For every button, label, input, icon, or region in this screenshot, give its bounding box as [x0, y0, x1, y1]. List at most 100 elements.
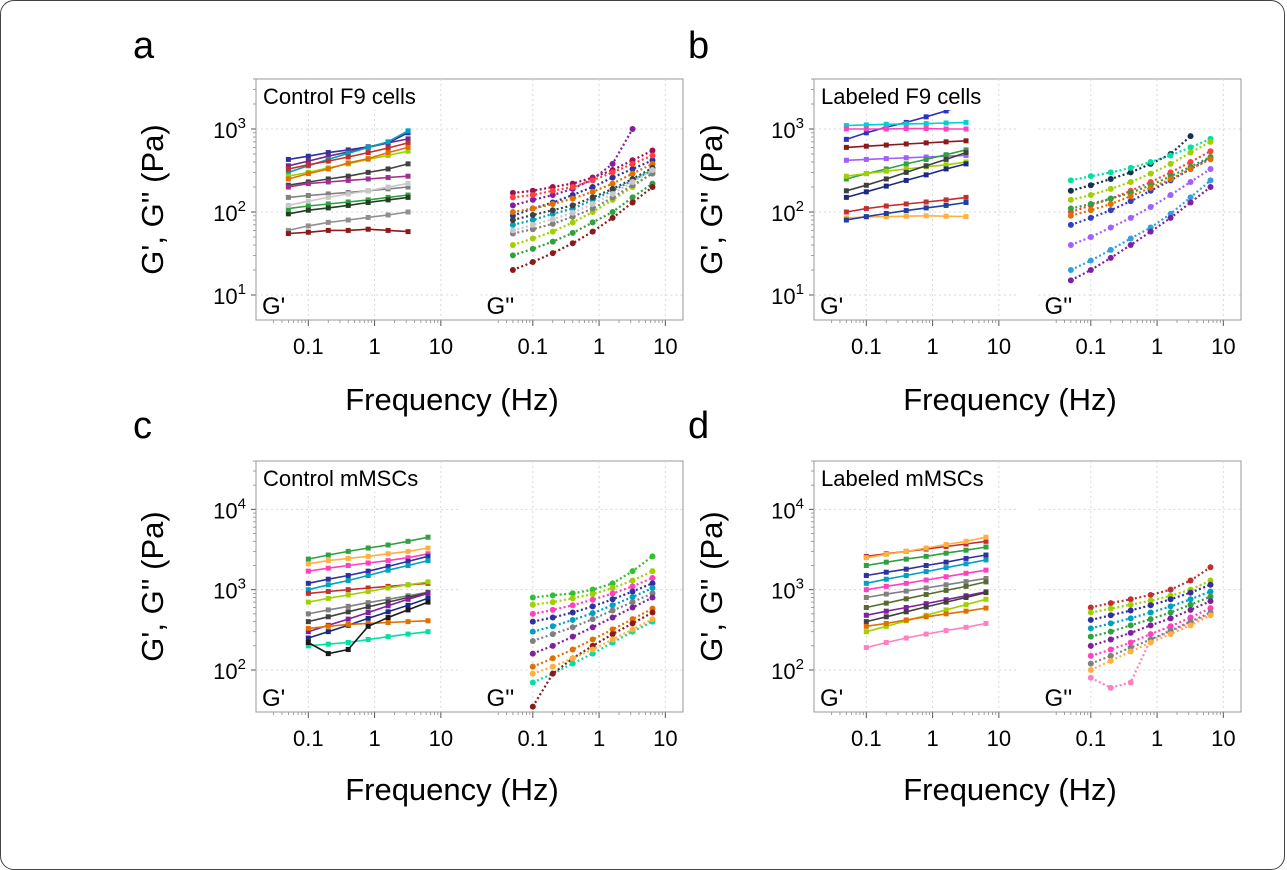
storage-data-point [864, 144, 869, 149]
storage-data-point [944, 611, 949, 616]
x-tick-label: 10 [429, 726, 453, 751]
storage-data-point [406, 145, 411, 150]
storage-data-point [346, 556, 351, 561]
storage-data-point [864, 613, 869, 618]
loss-data-point [610, 596, 616, 602]
storage-data-point [864, 563, 869, 568]
loss-data-point [1108, 612, 1114, 618]
loss-data-point [570, 240, 576, 246]
y-axis-label: G', G'' (Pa) [135, 124, 170, 274]
loss-data-point [530, 619, 536, 625]
storage-data-point [964, 150, 969, 155]
loss-data-point [1088, 617, 1094, 623]
loss-data-point [610, 181, 616, 187]
loss-data-point [630, 171, 636, 177]
storage-data-point [844, 195, 849, 200]
storage-data-point [286, 203, 291, 208]
storage-data-point [884, 577, 889, 582]
storage-data-point [386, 558, 391, 563]
storage-data-point [924, 585, 929, 590]
loss-data-point [1148, 204, 1154, 210]
loss-data-point [530, 192, 536, 198]
loss-data-point [570, 230, 576, 236]
loss-data-point [1108, 207, 1114, 213]
loss-data-point [510, 227, 516, 233]
storage-data-point [306, 561, 311, 566]
storage-data-point [386, 603, 391, 608]
loss-data-point [550, 216, 556, 222]
loss-data-point [1128, 608, 1134, 614]
storage-data-point [366, 589, 371, 594]
storage-data-point [983, 535, 988, 540]
storage-data-point [924, 205, 929, 210]
storage-data-point [406, 209, 411, 214]
storage-data-point [366, 215, 371, 220]
panel-letter: b [688, 25, 709, 67]
storage-data-point [864, 629, 869, 634]
storage-data-point [306, 581, 311, 586]
storage-data-point [366, 637, 371, 642]
storage-data-point [366, 554, 371, 559]
loss-data-point [1128, 602, 1134, 608]
loss-data-point [1128, 179, 1134, 185]
loss-data-point [1108, 201, 1114, 207]
loss-data-point [610, 209, 616, 215]
storage-corner-label: G' [262, 685, 285, 712]
storage-data-point [406, 181, 411, 186]
loss-data-point [1068, 277, 1074, 283]
storage-data-point [964, 595, 969, 600]
storage-corner-label: G' [820, 685, 843, 712]
storage-data-point [366, 604, 371, 609]
storage-data-point [864, 126, 869, 131]
storage-data-point [844, 126, 849, 131]
loss-data-point [570, 602, 576, 608]
loss-data-point [1088, 267, 1094, 273]
storage-data-point [944, 560, 949, 565]
storage-data-point [924, 114, 929, 119]
storage-data-point [386, 175, 391, 180]
storage-data-point [286, 185, 291, 190]
loss-data-point [1088, 201, 1094, 207]
loss-data-point [530, 651, 536, 657]
storage-data-point [326, 607, 331, 612]
storage-data-point [884, 614, 889, 619]
storage-data-point [924, 569, 929, 574]
loss-data-point [1128, 639, 1134, 645]
loss-data-point [530, 602, 536, 608]
loss-data-point [550, 615, 556, 621]
storage-data-point [386, 139, 391, 144]
loss-data-point [530, 235, 536, 241]
storage-data-point [924, 213, 929, 218]
loss-data-point [610, 191, 616, 197]
loss-data-point [510, 194, 516, 200]
storage-data-point [944, 121, 949, 126]
storage-data-point [964, 579, 969, 584]
storage-data-point [346, 160, 351, 165]
loss-data-point [1068, 206, 1074, 212]
storage-data-point [884, 640, 889, 645]
loss-data-point [1068, 177, 1074, 183]
storage-data-point [884, 570, 889, 575]
storage-data-point [864, 573, 869, 578]
x-tick-label: 0.1 [518, 726, 549, 751]
storage-data-point [326, 614, 331, 619]
storage-data-point [944, 600, 949, 605]
storage-data-point [326, 558, 331, 563]
loss-data-point [1108, 658, 1114, 664]
storage-data-point [326, 179, 331, 184]
storage-data-point [884, 560, 889, 565]
storage-data-point [944, 152, 949, 157]
storage-data-point [964, 214, 969, 219]
storage-data-point [964, 584, 969, 589]
loss-data-point [550, 664, 556, 670]
storage-data-point [884, 122, 889, 127]
storage-data-point [386, 609, 391, 614]
loss-data-point [649, 553, 655, 559]
loss-data-point [1108, 186, 1114, 192]
storage-data-point [326, 629, 331, 634]
storage-data-point [406, 632, 411, 637]
x-tick-label: 10 [653, 334, 677, 359]
